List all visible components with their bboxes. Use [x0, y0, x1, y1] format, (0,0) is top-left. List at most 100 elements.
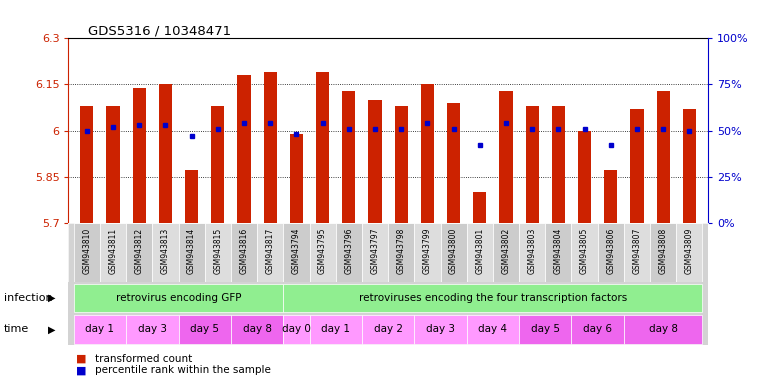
FancyBboxPatch shape — [362, 315, 414, 344]
FancyBboxPatch shape — [310, 223, 336, 282]
Text: day 3: day 3 — [426, 324, 455, 334]
Bar — [237, 75, 250, 223]
Text: day 1: day 1 — [85, 324, 114, 334]
Text: GSM943809: GSM943809 — [685, 227, 694, 274]
Text: GSM943811: GSM943811 — [109, 227, 117, 274]
FancyBboxPatch shape — [257, 223, 283, 282]
FancyBboxPatch shape — [283, 284, 702, 312]
FancyBboxPatch shape — [624, 223, 650, 282]
Text: ■: ■ — [76, 354, 87, 364]
Text: day 3: day 3 — [138, 324, 167, 334]
FancyBboxPatch shape — [362, 223, 388, 282]
Bar — [526, 106, 539, 223]
FancyBboxPatch shape — [126, 223, 152, 282]
Text: transformed count: transformed count — [95, 354, 193, 364]
Text: GSM943805: GSM943805 — [580, 227, 589, 274]
FancyBboxPatch shape — [597, 223, 624, 282]
FancyBboxPatch shape — [179, 223, 205, 282]
FancyBboxPatch shape — [650, 223, 677, 282]
Text: time: time — [4, 324, 29, 334]
FancyBboxPatch shape — [231, 223, 257, 282]
Bar — [447, 103, 460, 223]
Text: day 5: day 5 — [190, 324, 219, 334]
Text: day 8: day 8 — [243, 324, 272, 334]
Bar — [212, 106, 224, 223]
Bar — [473, 192, 486, 223]
Text: GSM943813: GSM943813 — [161, 227, 170, 274]
FancyBboxPatch shape — [677, 223, 702, 282]
Bar — [395, 106, 408, 223]
Bar — [604, 170, 617, 223]
Bar — [657, 91, 670, 223]
Text: day 2: day 2 — [374, 324, 403, 334]
FancyBboxPatch shape — [152, 223, 179, 282]
Text: day 8: day 8 — [648, 324, 678, 334]
FancyBboxPatch shape — [493, 223, 519, 282]
Bar — [499, 91, 513, 223]
Text: GSM943808: GSM943808 — [659, 227, 667, 274]
Text: percentile rank within the sample: percentile rank within the sample — [95, 365, 271, 375]
Bar — [552, 106, 565, 223]
Text: GSM943800: GSM943800 — [449, 227, 458, 274]
Text: GSM943798: GSM943798 — [396, 227, 406, 274]
Text: GSM943799: GSM943799 — [423, 227, 432, 274]
Text: infection: infection — [4, 293, 53, 303]
FancyBboxPatch shape — [572, 223, 597, 282]
Bar — [368, 100, 381, 223]
FancyBboxPatch shape — [546, 223, 572, 282]
Text: GSM943801: GSM943801 — [476, 227, 484, 274]
FancyBboxPatch shape — [414, 223, 441, 282]
FancyBboxPatch shape — [336, 223, 362, 282]
Text: retrovirus encoding GFP: retrovirus encoding GFP — [116, 293, 241, 303]
FancyBboxPatch shape — [466, 315, 519, 344]
Bar — [421, 84, 434, 223]
FancyBboxPatch shape — [179, 315, 231, 344]
FancyBboxPatch shape — [310, 315, 362, 344]
FancyBboxPatch shape — [205, 223, 231, 282]
Text: GSM943802: GSM943802 — [501, 227, 511, 274]
Text: GSM943795: GSM943795 — [318, 227, 327, 274]
Text: GSM943810: GSM943810 — [82, 227, 91, 274]
Bar — [578, 131, 591, 223]
FancyBboxPatch shape — [126, 315, 179, 344]
FancyBboxPatch shape — [100, 223, 126, 282]
Bar — [630, 109, 644, 223]
Text: GSM943797: GSM943797 — [371, 227, 380, 274]
FancyBboxPatch shape — [519, 223, 546, 282]
Text: GSM943806: GSM943806 — [607, 227, 616, 274]
Bar — [159, 84, 172, 223]
Bar — [342, 91, 355, 223]
FancyBboxPatch shape — [283, 223, 310, 282]
Text: day 5: day 5 — [531, 324, 560, 334]
Text: GSM943812: GSM943812 — [135, 227, 144, 274]
Bar — [263, 72, 277, 223]
Bar — [316, 72, 330, 223]
Text: day 0: day 0 — [282, 324, 310, 334]
Text: GSM943807: GSM943807 — [632, 227, 642, 274]
FancyBboxPatch shape — [74, 284, 283, 312]
Text: ▶: ▶ — [48, 324, 56, 334]
Text: GSM943796: GSM943796 — [344, 227, 353, 274]
FancyBboxPatch shape — [74, 223, 100, 282]
Bar — [80, 106, 94, 223]
Text: retroviruses encoding the four transcription factors: retroviruses encoding the four transcrip… — [358, 293, 627, 303]
Text: GSM943803: GSM943803 — [527, 227, 537, 274]
FancyBboxPatch shape — [283, 315, 310, 344]
FancyBboxPatch shape — [414, 315, 466, 344]
Bar — [107, 106, 119, 223]
Text: GSM943814: GSM943814 — [187, 227, 196, 274]
Text: ■: ■ — [76, 365, 87, 375]
Text: GSM943794: GSM943794 — [292, 227, 301, 274]
Text: GSM943817: GSM943817 — [266, 227, 275, 274]
Text: GDS5316 / 10348471: GDS5316 / 10348471 — [88, 24, 231, 37]
FancyBboxPatch shape — [231, 315, 283, 344]
Text: GSM943815: GSM943815 — [213, 227, 222, 274]
FancyBboxPatch shape — [572, 315, 624, 344]
Text: day 6: day 6 — [583, 324, 612, 334]
Bar — [132, 88, 146, 223]
FancyBboxPatch shape — [388, 223, 414, 282]
FancyBboxPatch shape — [441, 223, 466, 282]
Text: day 4: day 4 — [479, 324, 508, 334]
Bar — [290, 134, 303, 223]
FancyBboxPatch shape — [74, 315, 126, 344]
